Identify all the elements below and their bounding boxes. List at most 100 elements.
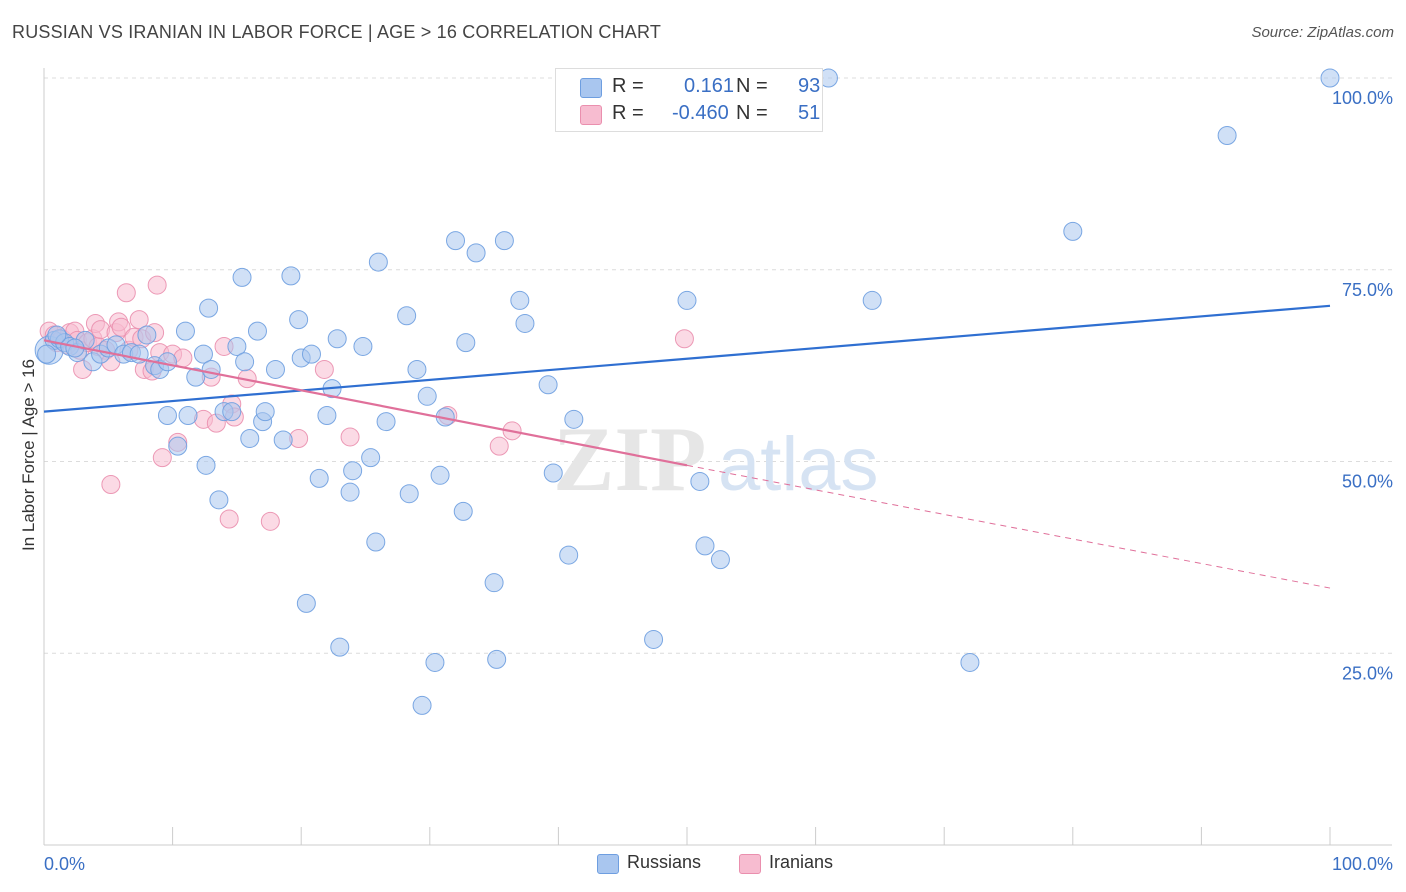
russians-point	[1217, 126, 1237, 146]
russians-point	[240, 428, 260, 448]
legend-r-value: -0.460	[672, 102, 729, 124]
russians-point	[247, 321, 267, 341]
iranians-point	[152, 448, 172, 468]
russians-point	[1320, 68, 1340, 88]
russians-point	[417, 386, 437, 406]
russians-point	[494, 231, 514, 251]
legend-r-label: R =	[612, 75, 644, 97]
russians-point	[644, 629, 664, 649]
russians-point	[209, 490, 229, 510]
stats-legend: R = 0.161 N = 93 R = -0.460 N = 51	[555, 68, 823, 132]
russians-points	[34, 68, 1340, 715]
russians-point	[430, 465, 450, 485]
russians-point	[960, 652, 980, 672]
chart-title: RUSSIAN VS IRANIAN IN LABOR FORCE | AGE …	[12, 22, 662, 42]
iranians-point	[111, 317, 131, 337]
y-tick-label: 25.0%	[1342, 663, 1393, 683]
russians-point	[37, 344, 57, 364]
russians-point	[456, 333, 476, 353]
russians-point	[487, 649, 507, 669]
russians-point	[366, 532, 386, 552]
russians-point	[510, 290, 530, 310]
russians-point	[484, 573, 504, 593]
russians-point	[710, 550, 730, 570]
russians-point	[677, 290, 697, 310]
russians-point	[564, 409, 584, 429]
x-tick-label: 100.0%	[1332, 854, 1393, 874]
russians-point	[376, 412, 396, 432]
russians-point	[265, 359, 285, 379]
iranians-trend-line	[43, 339, 688, 467]
russians-point	[412, 695, 432, 715]
russians-point	[178, 405, 198, 425]
iranians-point	[340, 427, 360, 447]
legend-n-value: 93	[798, 75, 821, 97]
y-tick-label: 100.0%	[1332, 88, 1393, 108]
russians-point	[309, 468, 329, 488]
russians-point	[515, 313, 535, 333]
russians-trend-line	[43, 304, 1331, 413]
iranians-point	[489, 436, 509, 456]
axes	[43, 68, 1392, 846]
trend-lines	[43, 304, 1331, 589]
iranians-point	[101, 475, 121, 495]
russians-point	[201, 359, 221, 379]
legend-swatch-russians	[597, 854, 619, 874]
legend-swatch-iranians	[739, 854, 761, 874]
russians-point	[368, 252, 388, 272]
russians-point	[317, 405, 337, 425]
y-tick-label: 75.0%	[1342, 280, 1393, 300]
russians-point	[235, 352, 255, 372]
russians-point	[196, 455, 216, 475]
russians-point	[466, 243, 486, 263]
legend-n-label: N =	[736, 75, 768, 97]
russians-point	[327, 329, 347, 349]
russians-point	[296, 593, 316, 613]
russians-point	[343, 461, 363, 481]
russians-point	[397, 306, 417, 326]
russians-point	[301, 344, 321, 364]
russians-point	[186, 367, 206, 387]
russians-point	[193, 344, 213, 364]
russians-point	[446, 231, 466, 251]
russians-point	[227, 336, 247, 356]
legend-n-value: 51	[798, 102, 821, 124]
russians-point	[361, 448, 381, 468]
watermark-atlas: atlas	[718, 422, 879, 507]
legend-label-russians: Russians	[627, 852, 702, 872]
russians-point	[425, 652, 445, 672]
grid-lines	[44, 77, 1392, 654]
russians-point	[407, 359, 427, 379]
russians-point	[199, 298, 219, 318]
russians-point	[453, 501, 473, 521]
legend-swatch-iranians	[580, 105, 602, 125]
russians-point	[157, 405, 177, 425]
iranians-point	[219, 509, 239, 529]
y-axis-title: In Labor Force | Age > 16	[19, 359, 38, 551]
legend-swatch-russians	[580, 78, 602, 98]
russians-point	[137, 325, 157, 345]
russians-point	[399, 484, 419, 504]
tick-labels: 25.0% 50.0% 75.0% 100.0% 0.0% 100.0%	[44, 88, 1393, 874]
russians-point	[281, 266, 301, 286]
russians-point	[175, 321, 195, 341]
iranians-point	[674, 329, 694, 349]
russians-point	[232, 267, 252, 287]
russians-point	[559, 545, 579, 565]
russians-point	[340, 482, 360, 502]
watermark: ZIP atlas	[553, 408, 879, 510]
russians-point	[690, 471, 710, 491]
russians-point	[289, 310, 309, 330]
russians-point	[538, 375, 558, 395]
y-tick-label: 50.0%	[1342, 472, 1393, 492]
source-credit: Source: ZipAtlas.com	[1251, 24, 1394, 41]
russians-point	[695, 536, 715, 556]
russians-point	[1063, 221, 1083, 241]
russians-point	[255, 402, 275, 422]
iranians-point	[147, 275, 167, 295]
iranians-point	[314, 359, 334, 379]
iranians-point	[116, 283, 136, 303]
legend-n-label: N =	[736, 102, 768, 124]
russians-point	[273, 430, 293, 450]
